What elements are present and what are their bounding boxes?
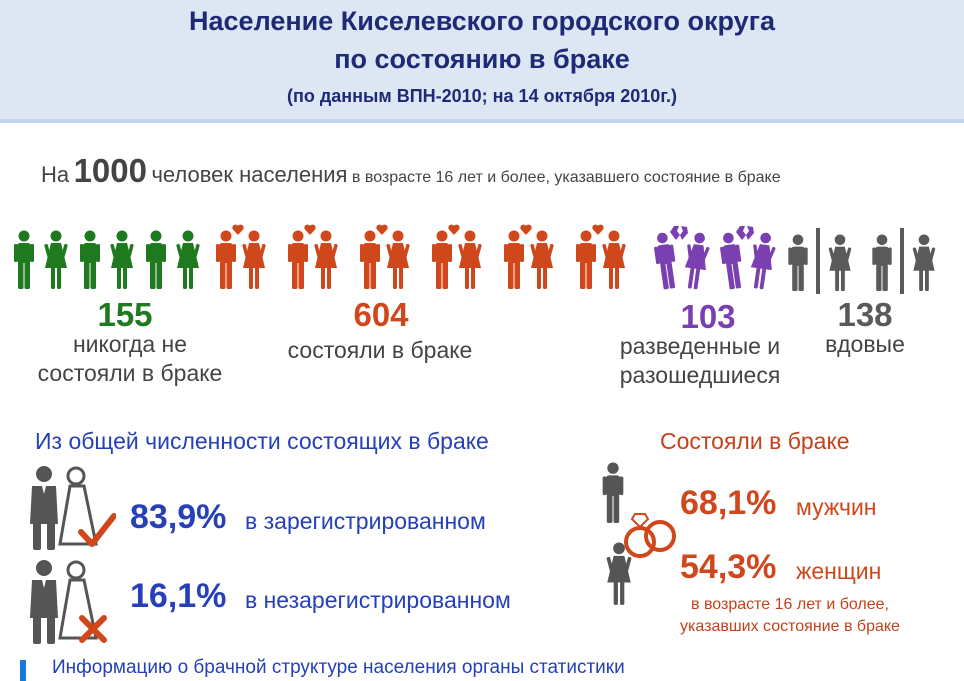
woman-icon (828, 234, 852, 292)
woman-icon (44, 230, 68, 289)
widowed-icons (788, 228, 936, 294)
couple-heart-icon (576, 224, 626, 289)
never-married-label: никогда не состояли в браке (5, 330, 255, 388)
couple-heart-icon (504, 224, 554, 289)
footer-accent-bar (20, 660, 26, 681)
check-icon (78, 513, 116, 547)
man-icon (14, 230, 34, 289)
intro-middle: человек населения (151, 162, 348, 187)
couple-heart-icon (360, 224, 410, 289)
couple-heart-icon (216, 224, 266, 289)
divider-line (816, 228, 820, 294)
woman-icon (110, 230, 134, 289)
married-label: состояли в браке (287, 337, 473, 363)
man-icon (788, 234, 808, 292)
man-icon (872, 234, 892, 292)
woman-icon (176, 230, 200, 289)
divorced-icons (654, 226, 778, 291)
man-icon (146, 230, 166, 289)
married-couples-icons (216, 224, 626, 289)
divorced-value: 103 (680, 298, 736, 335)
intro-prefix: На (41, 162, 70, 187)
divorced-label-line1: разведенные и (619, 333, 781, 359)
unregistered-label: в незарегистрированном (245, 587, 511, 613)
woman-icon (912, 234, 936, 292)
unregistered-percent: 16,1% (130, 577, 227, 615)
broken-heart-icon (718, 226, 778, 291)
groom-bride-icon (30, 466, 98, 550)
note-line1: в возрасте 16 лет и более, (691, 596, 889, 613)
footer-text: Информацию о брачной структуре населения… (52, 657, 625, 678)
page-subtitle: (по данным ВПН-2010; на 14 октября 2010г… (286, 86, 678, 106)
married-structure-title: Из общей численности состоящих в браке (35, 428, 489, 454)
rings-icon (624, 513, 676, 558)
men-label: мужчин (796, 494, 877, 520)
divorced-label-line2: разошедшиеся (619, 362, 781, 388)
married-share-title: Состояли в браке (660, 428, 850, 454)
never-married-value: 155 (97, 296, 153, 333)
page-title-line1: Население Киселевского городского округа (189, 6, 775, 36)
widowed-value: 138 (837, 296, 893, 333)
married-value: 604 (353, 296, 409, 333)
header-divider (0, 119, 964, 123)
page-title-line2: по состоянию в браке (334, 44, 630, 74)
married-share-note: в возрасте 16 лет и более, указавших сос… (640, 594, 940, 638)
couple-heart-icon (288, 224, 338, 289)
population-pictogram (0, 222, 964, 302)
never-married-label-line2: состояли в браке (37, 360, 223, 386)
groom-bride-icon (30, 560, 98, 644)
men-percent: 68,1% (680, 484, 777, 522)
women-label: женщин (796, 558, 882, 584)
note-line2: указавших состояние в браке (680, 618, 900, 635)
couple-heart-icon (432, 224, 482, 289)
broken-heart-icon (654, 226, 712, 291)
registered-label: в зарегистрированном (245, 508, 486, 534)
divorced-label: разведенные и разошедшиеся (585, 332, 815, 390)
intro-line: На 1000 человек населения в возрасте 16 … (41, 152, 781, 190)
never-married-icons (14, 230, 200, 289)
widowed-label: вдовые (825, 331, 905, 357)
never-married-label-line1: никогда не (72, 331, 188, 357)
intro-suffix: в возрасте 16 лет и более, указавшего со… (351, 169, 781, 186)
divider-line (900, 228, 904, 294)
women-percent: 54,3% (680, 548, 777, 586)
cross-icon (79, 615, 107, 643)
man-icon (80, 230, 100, 289)
intro-number: 1000 (73, 152, 147, 189)
registered-percent: 83,9% (130, 498, 227, 536)
header-banner: Население Киселевского городского округа… (0, 0, 964, 119)
